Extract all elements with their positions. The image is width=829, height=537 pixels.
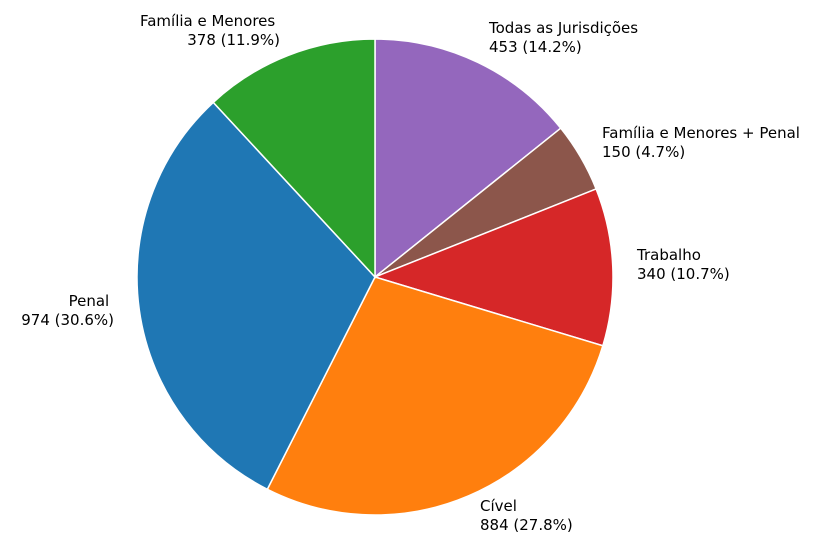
pie-slices: [136, 38, 614, 516]
slice-label-todas-as-jurisdicoes: Todas as Jurisdições 453 (14.2%): [488, 19, 643, 56]
slice-label-familia-e-menores: Família e Menores 378 (11.9%): [140, 12, 280, 49]
slice-label-familia-menores-penal: Família e Menores + Penal 150 (4.7%): [602, 124, 805, 161]
pie-slice-familia-e-menores: [212, 38, 376, 279]
pie-slice-penal: [136, 101, 376, 491]
pie-slice-civel: [266, 276, 604, 516]
slice-label-penal: Penal 974 (30.6%): [21, 292, 114, 329]
pie-slice-trabalho: [372, 187, 614, 347]
slice-label-trabalho: Trabalho 340 (10.7%): [636, 246, 730, 283]
pie-slice-todas-as-jurisdicoes: [374, 38, 562, 279]
slice-label-civel: Cível 884 (27.8%): [480, 497, 573, 534]
